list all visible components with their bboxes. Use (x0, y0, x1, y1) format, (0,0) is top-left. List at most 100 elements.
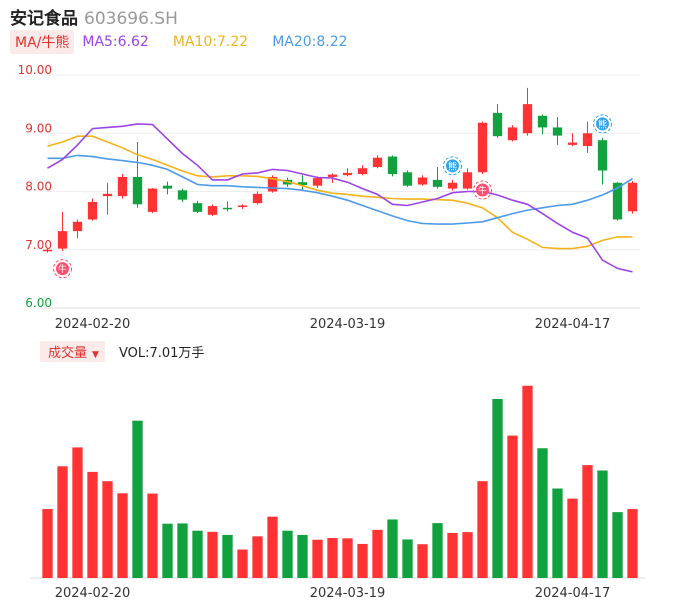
candle-body (432, 179, 443, 187)
bull-bear-markers: 牛 熊牛 熊 (53, 114, 612, 279)
candle (72, 219, 83, 239)
volume-bar (627, 509, 638, 578)
ma10-value: MA10:7.22 (172, 34, 249, 50)
candle (597, 137, 608, 185)
candle (42, 248, 53, 253)
candle (192, 200, 203, 214)
marker-dot (446, 159, 459, 173)
volume-legend: 成交量 ▼ VOL:7.01万手 (40, 340, 205, 362)
candle (372, 155, 383, 169)
candle-body (42, 249, 53, 252)
candle-body (312, 178, 323, 186)
volume-bar (612, 512, 623, 578)
candle-body (402, 172, 413, 186)
candle-body (507, 127, 518, 141)
candle-body (357, 168, 368, 175)
price-axis-labels: 10.00 9.00 8.00 7.00 6.00 (18, 63, 52, 310)
volume-bar (537, 448, 548, 578)
volume-bar (387, 519, 398, 578)
volume-bar (147, 493, 158, 578)
candle (582, 121, 593, 154)
volume-bar (87, 471, 98, 578)
volume-bar (342, 538, 353, 578)
marker-label: 牛 (478, 185, 487, 197)
candle-body (132, 176, 143, 205)
candle (132, 141, 143, 208)
bear-marker-icon: 熊 (443, 156, 462, 176)
candle-body (342, 172, 353, 176)
volume-bar (192, 530, 203, 578)
marker-label: 熊 (598, 118, 607, 130)
candle (507, 125, 518, 142)
candle-body (87, 201, 98, 220)
volume-bar (492, 398, 503, 578)
volume-bars (42, 385, 638, 578)
candle (552, 116, 563, 145)
volume-bar (72, 447, 83, 578)
volume-bar (42, 509, 53, 578)
volume-bar (477, 481, 488, 578)
ma-selector-button[interactable]: MA/牛熊 (10, 30, 75, 54)
candle (432, 167, 443, 189)
volume-bar (117, 493, 128, 578)
volume-bar (372, 529, 383, 578)
candle (522, 87, 533, 136)
candle (627, 181, 638, 214)
marker-dot (476, 183, 489, 197)
volume-bar (102, 481, 113, 578)
candle-body (447, 182, 458, 189)
volume-bar (552, 488, 563, 578)
candle (252, 191, 263, 205)
volume-bar (402, 539, 413, 578)
marker-ring (593, 114, 612, 134)
marker-dot (596, 117, 609, 131)
price-tick-label: 9.00 (25, 121, 52, 135)
marker-dot (56, 262, 69, 276)
candle-body (552, 127, 563, 136)
ma20-value: MA20:8.22 (272, 34, 348, 50)
candle (297, 175, 308, 191)
volume-bar (177, 523, 188, 578)
marker-ring (473, 180, 492, 200)
volume-bar (462, 532, 473, 578)
candle-body (372, 157, 383, 168)
price-tick-label: 7.00 (25, 238, 52, 252)
volume-bar (252, 536, 263, 578)
candle (237, 204, 248, 209)
candle-body (207, 206, 218, 215)
indicator-selector-button[interactable]: 成交量 ▼ (40, 340, 105, 362)
candle-body (612, 182, 623, 220)
candle (447, 179, 458, 191)
candle-body (222, 207, 233, 210)
ma-legend: MA/牛熊 MA5:6.62 MA10:7.22 MA20:8.22 (10, 30, 348, 54)
ma10-line (47, 135, 633, 250)
stock-code: 603696.SH (84, 9, 178, 29)
candle-body (597, 140, 608, 171)
volume-bar (207, 531, 218, 578)
volume-bar (162, 523, 173, 578)
candle (357, 165, 368, 176)
candle (387, 155, 398, 177)
marker-ring (443, 156, 462, 176)
date-tick-label: 2024-03-19 (310, 586, 386, 601)
candle (102, 182, 113, 215)
volume-bar (57, 466, 68, 578)
volume-bar (327, 538, 338, 578)
volume-bar (597, 470, 608, 578)
stock-title: 安记食品 603696.SH (10, 4, 178, 29)
candle-body (57, 231, 68, 249)
candle-body (417, 177, 428, 185)
candle (462, 168, 473, 190)
candle-body (387, 156, 398, 175)
candle (537, 114, 548, 135)
volume-value: VOL:7.01万手 (118, 345, 205, 361)
bull-marker-icon: 牛 (53, 259, 72, 279)
candle-body (477, 122, 488, 173)
candle-body (147, 188, 158, 212)
candle-body (537, 115, 548, 128)
volume-bar (222, 534, 233, 578)
candle-body (237, 205, 248, 207)
price-tick-label: 6.00 (25, 296, 52, 310)
date-axis-labels: 2024-02-20 2024-03-19 2024-04-17 (55, 317, 611, 332)
